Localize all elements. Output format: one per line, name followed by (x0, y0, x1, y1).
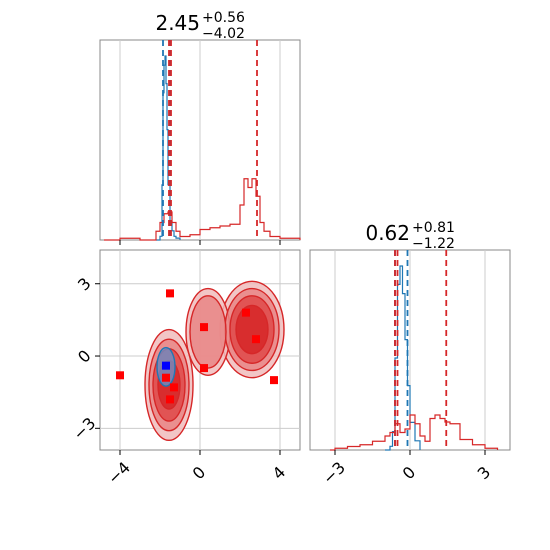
marginal-y-title: 0.62 (365, 221, 410, 245)
red-marker-2 (200, 323, 208, 332)
series-line-0-1 (104, 178, 301, 241)
red-marker-6 (200, 364, 208, 373)
series-line-1-0 (385, 265, 421, 451)
red-marker-4 (252, 335, 260, 344)
contour-1-2 (189, 295, 227, 369)
red-marker-1 (166, 289, 174, 298)
contour-3-1 (235, 304, 269, 355)
marginal-x-title-plus: +0.56 (202, 10, 245, 26)
joint-panel: −4 0 4 −3 0 3 (69, 249, 301, 488)
joint-xtick-label-0: −4 (104, 458, 134, 488)
marginal-x-panel (99, 39, 301, 245)
xtick-label-my-1: 0 (399, 463, 420, 484)
marginal-x-title-minus: −4.02 (202, 26, 245, 42)
joint-xtick-label-1: 0 (189, 463, 210, 484)
joint-ytick-label-1: 0 (74, 346, 95, 367)
joint-xtick-label-2: 4 (269, 463, 290, 484)
marginal-y-panel: −3 0 3 (309, 249, 511, 488)
red-marker-5 (270, 376, 278, 385)
xtick-label-my-2: 3 (474, 463, 495, 484)
joint-ytick-label-0: −3 (69, 414, 99, 444)
blue-marker-0 (162, 361, 170, 370)
red-marker-8 (166, 395, 174, 404)
series-line-1-1 (330, 414, 499, 451)
red-marker-0 (116, 371, 124, 380)
marginal-y-title-minus: −1.22 (412, 236, 455, 252)
xtick-label-my-0: −3 (319, 458, 349, 488)
marginal-x-title: 2.45 (155, 11, 200, 35)
joint-ytick-label-2: 3 (74, 274, 95, 295)
red-marker-7 (170, 383, 178, 392)
marginal-y-title-plus: +0.81 (412, 220, 455, 236)
red-marker-3 (242, 308, 250, 317)
red-marker-9 (162, 373, 170, 382)
